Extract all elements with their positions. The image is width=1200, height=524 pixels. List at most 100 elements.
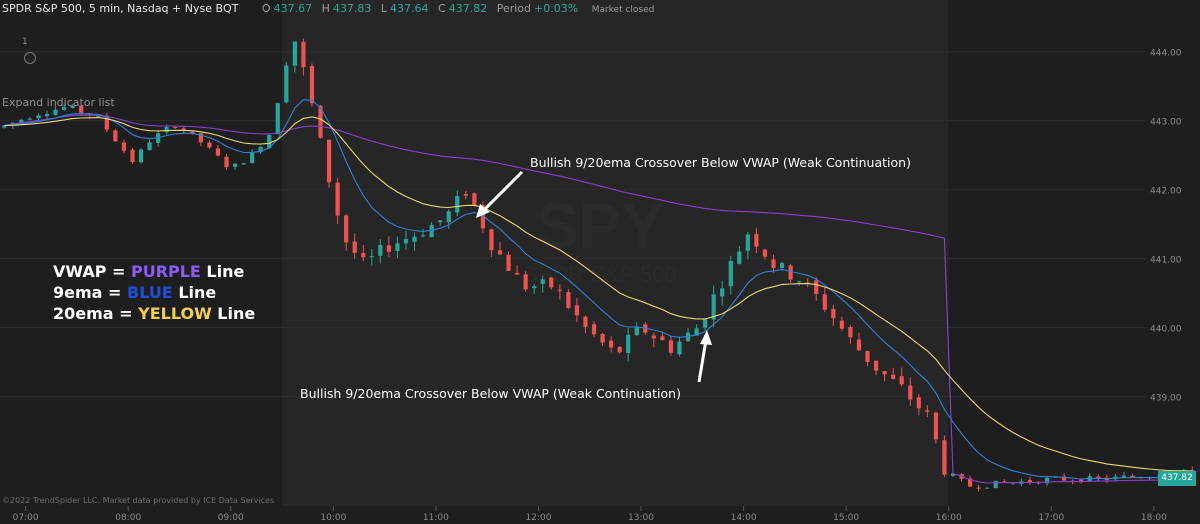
candle-body[interactable] (745, 234, 750, 251)
candle-body[interactable] (258, 146, 263, 153)
candle-body[interactable] (412, 236, 417, 242)
candle-body[interactable] (891, 374, 896, 379)
candle-body[interactable] (591, 324, 597, 335)
candle-body[interactable] (267, 134, 272, 148)
candle-body[interactable] (19, 119, 24, 123)
candle-body[interactable] (326, 139, 332, 183)
candle-body[interactable] (976, 487, 981, 489)
candle-body[interactable] (429, 224, 434, 238)
candle-body[interactable] (1079, 479, 1084, 483)
candle-body[interactable] (275, 103, 280, 135)
candle-body[interactable] (1062, 476, 1067, 481)
candle-body[interactable] (899, 376, 904, 385)
candle-body[interactable] (865, 350, 870, 363)
candle-body[interactable] (284, 65, 289, 103)
candle-body[interactable] (694, 328, 699, 336)
candle-body[interactable] (335, 182, 340, 216)
candle-body[interactable] (309, 65, 315, 104)
candle-body[interactable] (779, 262, 785, 268)
candle-body[interactable] (574, 305, 580, 316)
candle-body[interactable] (882, 371, 887, 375)
candle-body[interactable] (506, 254, 511, 271)
candle-body[interactable] (224, 156, 229, 168)
candle-body[interactable] (728, 260, 733, 287)
candle-body[interactable] (497, 250, 503, 255)
candle-body[interactable] (207, 142, 212, 148)
candle-body[interactable] (600, 333, 605, 343)
candle-body[interactable] (1027, 480, 1033, 483)
candle-body[interactable] (369, 256, 374, 258)
candle-body[interactable] (36, 115, 41, 119)
candle-body[interactable] (344, 215, 349, 243)
candle-body[interactable] (942, 440, 947, 475)
chart-title[interactable]: SPDR S&P 500, 5 min, Nasdaq + Nyse BQT (2, 2, 239, 15)
candle-body[interactable] (292, 41, 297, 66)
candle-body[interactable] (173, 126, 178, 128)
candle-body[interactable] (660, 336, 665, 341)
candle-body[interactable] (96, 115, 101, 117)
candle-body[interactable] (549, 277, 554, 288)
candle-body[interactable] (455, 196, 460, 213)
candle-body[interactable] (668, 340, 674, 353)
candle-body[interactable] (609, 340, 614, 348)
candle-body[interactable] (523, 274, 528, 290)
candle-body[interactable] (79, 105, 84, 113)
candle-body[interactable] (916, 397, 921, 409)
candle-body[interactable] (925, 410, 930, 412)
candle-body[interactable] (27, 118, 33, 120)
candle-body[interactable] (720, 288, 725, 297)
candle-body[interactable] (156, 133, 161, 143)
candle-body[interactable] (797, 281, 802, 283)
candle-body[interactable] (438, 220, 443, 223)
candle-body[interactable] (489, 229, 494, 251)
candle-body[interactable] (856, 339, 862, 351)
candle-body[interactable] (62, 107, 67, 110)
indicator-toggle-icon[interactable] (24, 52, 36, 64)
candle-body[interactable] (472, 193, 477, 206)
time-axis[interactable]: 07:00 08:00 09:00 10:00 11:00 12:00 13:00 14:00… (13, 506, 1167, 523)
candle-body[interactable] (566, 292, 571, 308)
candle-body[interactable] (908, 385, 913, 400)
candle-body[interactable] (113, 130, 118, 142)
candle-body[interactable] (352, 241, 357, 253)
candle-body[interactable] (737, 251, 742, 264)
candle-body[interactable] (361, 253, 366, 258)
candle-body[interactable] (446, 211, 451, 223)
indicator-count[interactable]: 1 (22, 37, 28, 47)
candle-body[interactable] (44, 114, 50, 117)
candle-body[interactable] (626, 334, 631, 353)
candle-body[interactable] (583, 316, 588, 327)
candle-body[interactable] (420, 235, 426, 237)
candle-body[interactable] (950, 473, 956, 476)
candle-body[interactable] (677, 341, 682, 355)
candle-body[interactable] (215, 148, 221, 156)
candle-body[interactable] (463, 194, 468, 196)
candle-body[interactable] (788, 265, 793, 280)
candle-body[interactable] (53, 109, 58, 116)
candle-body[interactable] (711, 294, 716, 320)
candle-body[interactable] (873, 360, 879, 371)
candle-body[interactable] (1130, 475, 1135, 478)
candle-body[interactable] (1121, 475, 1127, 478)
candle-body[interactable] (1044, 477, 1050, 484)
candle-body[interactable] (301, 41, 306, 68)
candle-body[interactable] (138, 149, 144, 163)
candle-body[interactable] (190, 131, 195, 134)
candle-body[interactable] (250, 152, 255, 164)
candle-body[interactable] (933, 412, 938, 440)
candle-body[interactable] (814, 280, 819, 295)
expand-indicator-list-link[interactable]: Expand indicator list (2, 96, 115, 109)
candle-body[interactable] (805, 282, 810, 284)
candle-body[interactable] (634, 326, 639, 336)
candle-body[interactable] (771, 259, 776, 268)
candle-body[interactable] (822, 294, 827, 310)
candle-body[interactable] (993, 480, 998, 489)
candle-body[interactable] (70, 105, 75, 108)
candle-body[interactable] (514, 273, 520, 275)
price-axis[interactable]: 439.00 440.00 441.00 442.00 443.00 444.00 (1150, 49, 1182, 404)
candle-body[interactable] (651, 335, 656, 339)
candle-body[interactable] (839, 320, 844, 329)
candle-body[interactable] (403, 239, 409, 244)
candle-body[interactable] (181, 128, 186, 132)
